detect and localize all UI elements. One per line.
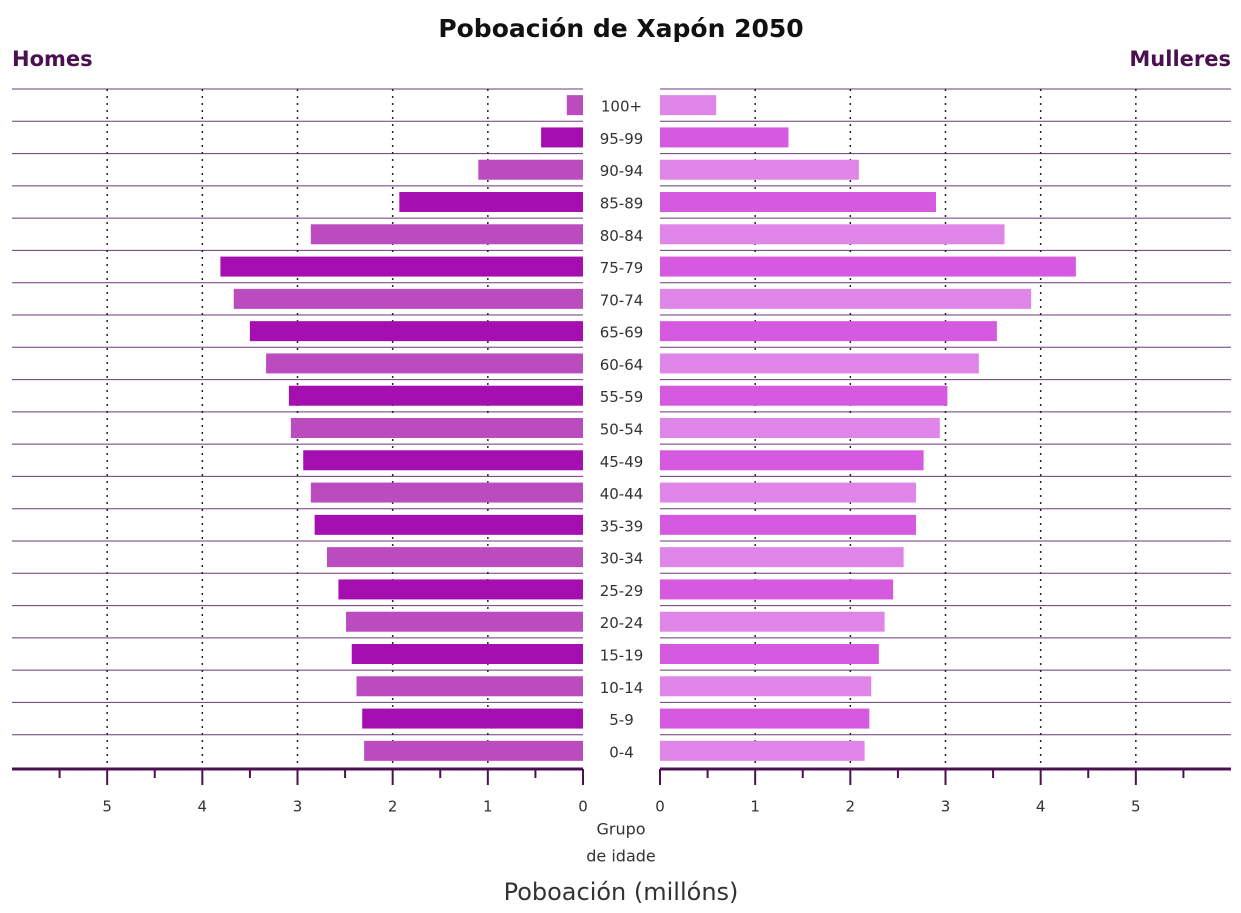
bar: [660, 676, 872, 697]
category-label: 15-19: [600, 647, 644, 665]
x-tick-label: 4: [198, 798, 208, 816]
bar: [266, 353, 583, 374]
bar: [233, 288, 583, 309]
x-tick-label: 0: [578, 798, 588, 816]
bar: [362, 708, 583, 729]
category-label: 95-99: [600, 130, 644, 148]
legend-right: Mulleres: [1129, 47, 1231, 71]
x-axis-label: Poboación (millóns): [504, 878, 739, 906]
bar: [327, 547, 583, 568]
chart-title: Poboación de Xapón 2050: [438, 14, 803, 43]
category-label: 65-69: [600, 324, 644, 342]
category-label: 45-49: [600, 453, 644, 471]
bar: [660, 450, 924, 471]
bar: [660, 256, 1076, 277]
category-label: 35-39: [600, 517, 644, 535]
category-label: 55-59: [600, 388, 644, 406]
category-label: 100+: [601, 98, 642, 116]
bar: [310, 482, 583, 503]
bar: [220, 256, 584, 277]
bar: [290, 418, 583, 438]
bar: [660, 127, 789, 148]
category-label: 5-9: [609, 711, 634, 729]
bar: [660, 740, 865, 761]
bar: [249, 321, 583, 342]
x-tick-label: 5: [102, 798, 112, 816]
category-label: 40-44: [600, 485, 644, 503]
category-axis-label: Grupo: [596, 820, 645, 839]
category-label: 50-54: [600, 421, 644, 439]
x-tick-label: 2: [846, 798, 856, 816]
category-label: 25-29: [600, 582, 644, 600]
bar: [660, 611, 885, 632]
bar: [660, 192, 936, 212]
category-label: 75-79: [600, 259, 644, 277]
bar: [660, 353, 979, 374]
bar: [660, 418, 940, 438]
bar: [541, 127, 583, 148]
bar: [356, 676, 583, 697]
category-axis-label: de idade: [586, 847, 656, 866]
bar: [660, 547, 904, 568]
bar: [660, 644, 879, 664]
bar: [566, 95, 583, 116]
category-label: 0-4: [609, 743, 634, 761]
category-label: 70-74: [600, 291, 644, 309]
bar: [478, 159, 583, 180]
bar: [660, 514, 916, 535]
bar: [660, 95, 717, 116]
bar: [314, 514, 583, 535]
bar: [660, 482, 916, 503]
bar: [660, 288, 1032, 309]
category-label: 80-84: [600, 227, 644, 245]
bar: [660, 321, 997, 342]
bar: [310, 224, 583, 245]
bar: [399, 192, 583, 212]
bar: [346, 611, 583, 632]
x-tick-label: 1: [750, 798, 760, 816]
category-label: 10-14: [600, 679, 644, 697]
x-tick-label: 1: [483, 798, 493, 816]
bar: [660, 579, 894, 600]
bar: [660, 159, 859, 180]
bar: [660, 385, 948, 406]
bar: [288, 385, 583, 406]
x-tick-label: 0: [655, 798, 665, 816]
x-tick-label: 2: [388, 798, 398, 816]
category-label: 20-24: [600, 614, 644, 632]
bar: [660, 708, 870, 729]
category-label: 30-34: [600, 550, 644, 568]
bar: [338, 579, 583, 600]
category-label: 85-89: [600, 195, 644, 213]
category-label: 90-94: [600, 162, 644, 180]
bar: [303, 450, 583, 471]
x-tick-label: 3: [293, 798, 303, 816]
bar: [351, 644, 583, 664]
legend-left: Homes: [12, 47, 93, 71]
x-tick-label: 4: [1036, 798, 1046, 816]
bar: [364, 740, 583, 761]
x-tick-label: 3: [941, 798, 951, 816]
category-label: 60-64: [600, 356, 644, 374]
bar: [660, 224, 1005, 245]
x-tick-label: 5: [1131, 798, 1141, 816]
